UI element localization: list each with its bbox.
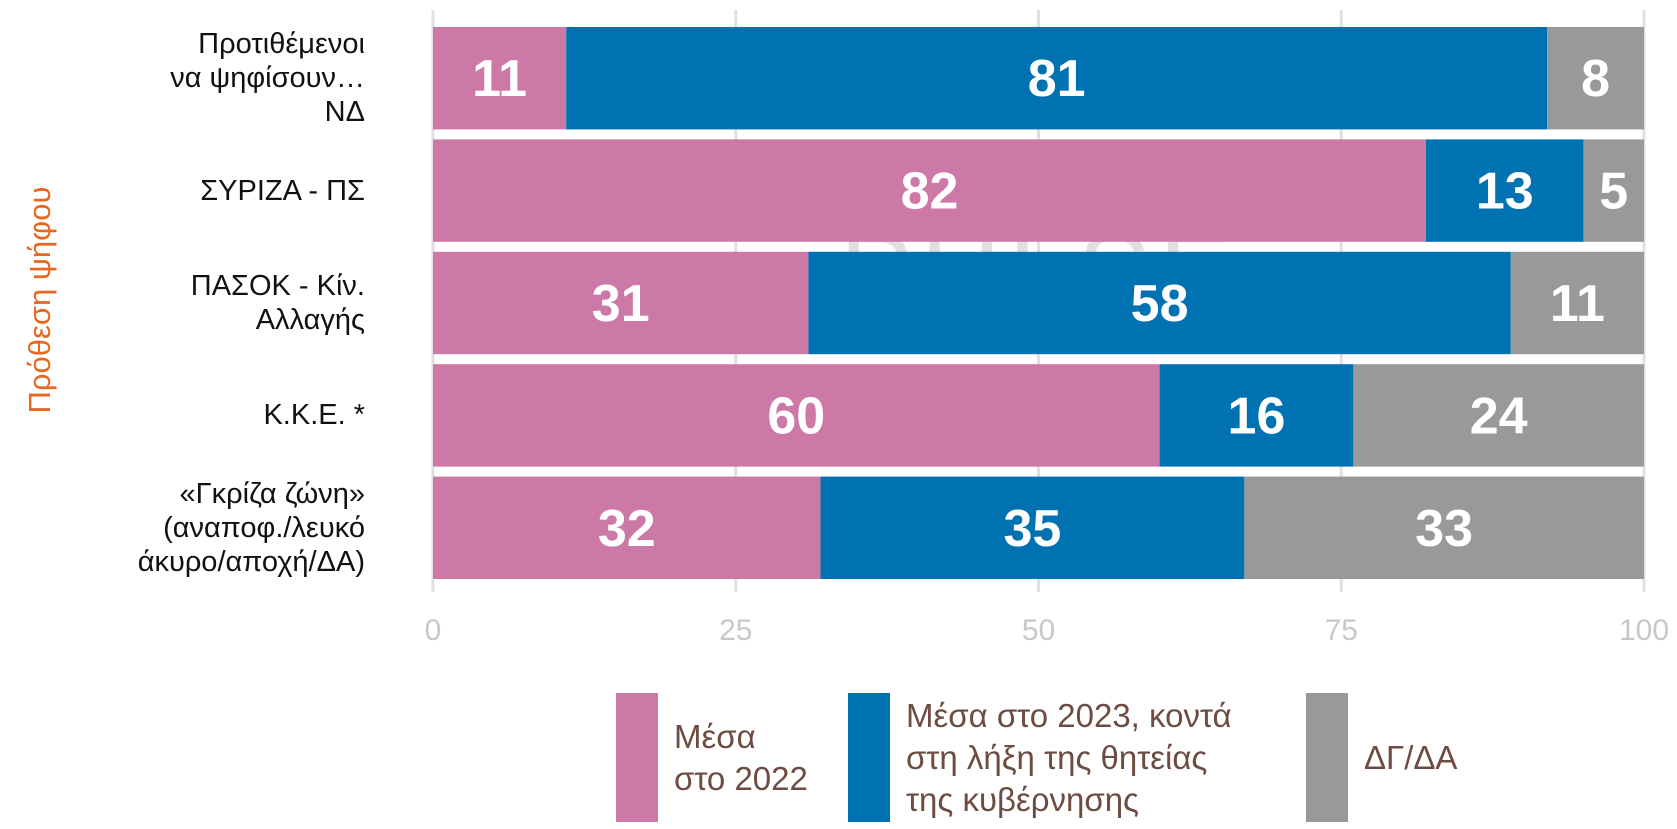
value-label: 33 bbox=[1415, 500, 1473, 558]
x-tick-label: 0 bbox=[425, 614, 442, 647]
bar-segment bbox=[820, 476, 1245, 579]
value-label: 13 bbox=[1476, 163, 1534, 221]
bar-segment bbox=[433, 476, 821, 579]
x-tick-label: 100 bbox=[1619, 614, 1669, 647]
bar-segment bbox=[1244, 476, 1644, 579]
value-label: 81 bbox=[1028, 50, 1086, 108]
bar-segment bbox=[433, 27, 567, 130]
bar-segment bbox=[1583, 139, 1644, 242]
bar-segment bbox=[433, 139, 1427, 242]
value-label: 24 bbox=[1470, 387, 1528, 445]
category-label: Προτιθέμενοι να ψηφίσουν… ΝΔ bbox=[170, 28, 365, 129]
category-label: ΣΥΡΙΖΑ - ΠΣ bbox=[200, 174, 365, 207]
value-label: 82 bbox=[901, 163, 959, 221]
bar-segment bbox=[808, 251, 1511, 355]
legend-label: ΔΓ/ΔΑ bbox=[1364, 739, 1458, 776]
category-label: ΠΑΣΟΚ - Κίν. Αλλαγής bbox=[190, 270, 365, 336]
value-label: 32 bbox=[598, 500, 656, 558]
bar-segment bbox=[1426, 139, 1584, 242]
value-label: 5 bbox=[1599, 163, 1628, 221]
bar-segment bbox=[1159, 364, 1354, 467]
x-tick-label: 75 bbox=[1325, 614, 1358, 647]
value-label: 8 bbox=[1581, 50, 1610, 108]
legend-swatch bbox=[1306, 693, 1348, 822]
x-tick-label: 25 bbox=[719, 614, 752, 647]
bar-segment bbox=[433, 251, 809, 355]
legend-swatch bbox=[616, 693, 658, 822]
bar-segment bbox=[1510, 251, 1644, 355]
bar-segment bbox=[1547, 27, 1644, 130]
legend-swatch bbox=[848, 693, 890, 822]
category-label: Κ.Κ.Ε. * bbox=[263, 399, 365, 432]
bar-segment bbox=[433, 364, 1160, 467]
bar-segment bbox=[1353, 364, 1644, 467]
value-label: 31 bbox=[592, 275, 650, 333]
legend-label: Μέσα στο 2022 bbox=[674, 718, 808, 797]
legend-label: Μέσα στο 2023, κοντά στη λήξη της θητεία… bbox=[906, 697, 1232, 818]
category-label: «Γκρίζα ζώνη» (αναποφ./λευκό άκυρο/αποχή… bbox=[137, 477, 365, 578]
value-label: 11 bbox=[472, 50, 527, 108]
x-tick-label: 50 bbox=[1022, 614, 1055, 647]
bar-segment bbox=[566, 27, 1548, 130]
value-label: 11 bbox=[1550, 275, 1605, 333]
value-label: 58 bbox=[1131, 275, 1189, 333]
value-label: 35 bbox=[1004, 500, 1062, 558]
value-label: 60 bbox=[767, 387, 825, 445]
value-label: 16 bbox=[1228, 387, 1286, 445]
